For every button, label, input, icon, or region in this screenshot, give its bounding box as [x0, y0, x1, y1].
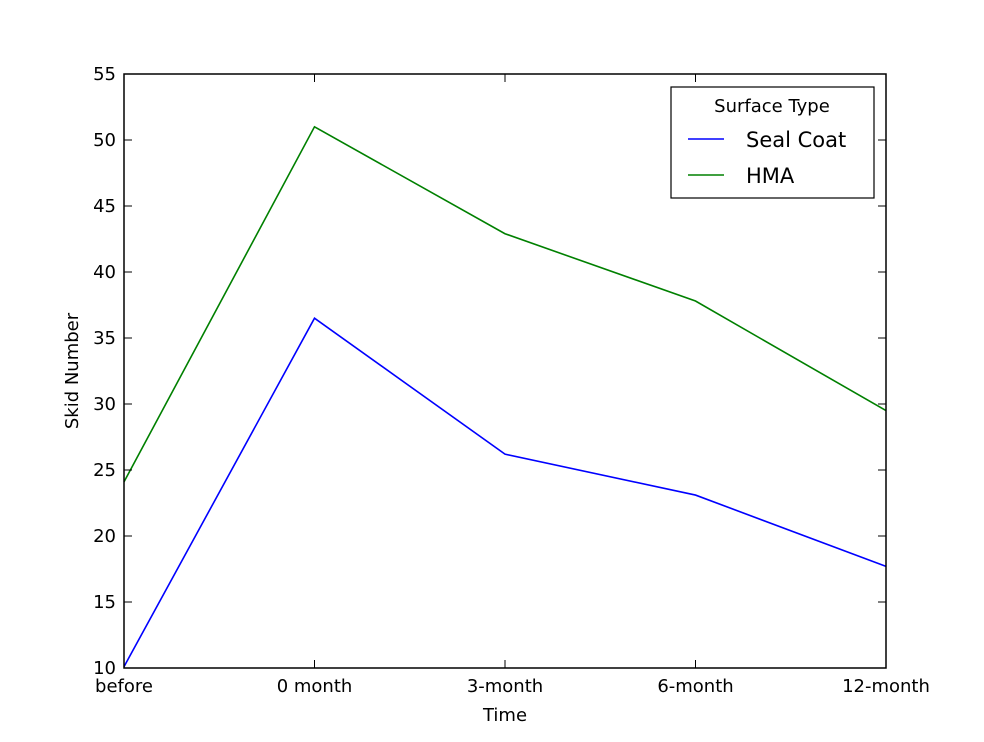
y-tick-label: 35: [93, 328, 116, 349]
y-axis-label: Skid Number: [62, 312, 83, 429]
y-tick-label: 55: [93, 64, 116, 85]
y-tick-label: 15: [93, 592, 116, 613]
x-tick-label: 0 month: [277, 676, 353, 697]
series-line-seal-coat: [123, 317, 887, 668]
y-tick-label: 10: [93, 658, 116, 679]
legend: Surface Type Seal Coat HMA: [670, 86, 875, 199]
y-tick-label: 40: [93, 262, 116, 283]
x-tick-label: 6-month: [657, 676, 733, 697]
y-tick-label: 45: [93, 196, 116, 217]
axis-ticks: [123, 73, 887, 669]
legend-items: Seal Coat HMA: [688, 128, 846, 188]
x-tick-label: 3-month: [467, 676, 543, 697]
legend-box: [670, 86, 875, 199]
axis-tick-labels: 10 15 20 25 30 35 40 45 50 55 before 0 month 3-month…: [93, 64, 930, 697]
legend-title: Surface Type: [714, 96, 830, 117]
series-layer: [123, 125, 887, 668]
y-tick-label: 20: [93, 526, 116, 547]
legend-label: Seal Coat: [746, 128, 846, 152]
x-tick-label: before: [95, 676, 153, 697]
x-tick-label: 12-month: [842, 676, 930, 697]
x-axis-label: Time: [482, 705, 527, 726]
y-tick-label: 25: [93, 460, 116, 481]
legend-label: HMA: [746, 164, 795, 188]
series-line-hma: [123, 125, 887, 483]
y-tick-label: 50: [93, 130, 116, 151]
y-tick-label: 30: [93, 394, 116, 415]
